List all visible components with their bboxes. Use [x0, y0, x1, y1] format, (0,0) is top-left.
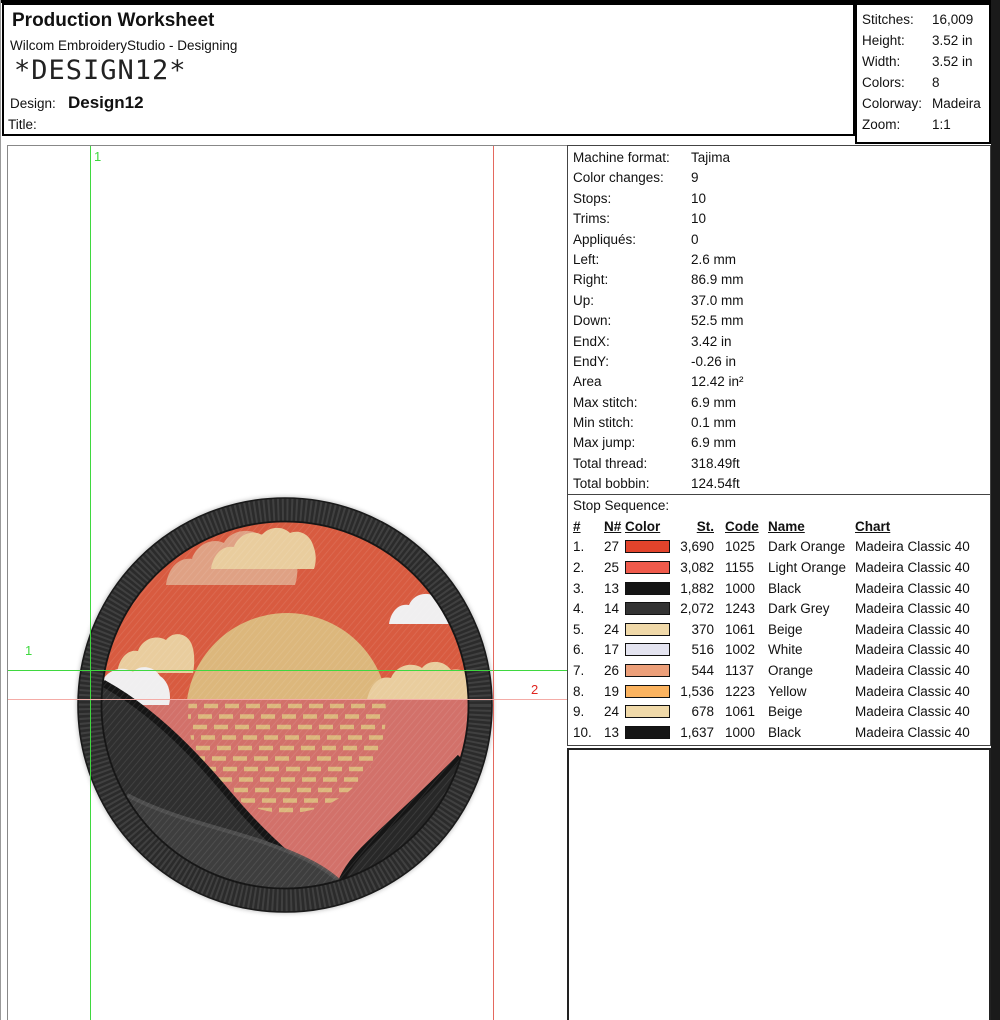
color-swatch	[625, 560, 670, 574]
header: Production Worksheet Wilcom EmbroiderySt…	[2, 3, 855, 136]
table-row: 8. 19 1,536 1223 Yellow Madeira Classic 40	[573, 683, 970, 699]
page-top-border	[0, 0, 1000, 3]
color-swatch	[625, 540, 670, 554]
detail-stops: Stops: 10	[573, 190, 707, 206]
stat-colorway: Colorway: Madeira	[862, 96, 981, 111]
color-swatch	[625, 684, 670, 698]
detail-total-bobbin: Total bobbin: 124.54ft	[573, 476, 740, 492]
stat-colors: Colors: 8	[862, 75, 940, 90]
color-swatch	[625, 725, 670, 739]
stat-stitches: Stitches: 16,009	[862, 12, 974, 27]
detail-down: Down: 52.5 mm	[573, 313, 744, 329]
stat-height: Height: 3.52 in	[862, 33, 973, 48]
patch-ring-inner-edge	[100, 520, 470, 890]
detail-max-stitch: Max stitch: 6.9 mm	[573, 394, 737, 410]
color-swatch	[625, 705, 670, 719]
detail-endx: EndX: 3.42 in	[573, 333, 732, 349]
color-swatch	[625, 643, 670, 657]
table-row: 2. 25 3,082 1155 Light Orange Madeira Classic…	[573, 559, 970, 575]
table-row: 6. 17 516 1002 White Madeira Classic 40	[573, 642, 970, 658]
detail-max-jump: Max jump: 6.9 mm	[573, 435, 737, 451]
detail-left: Left: 2.6 mm	[573, 251, 737, 267]
stop-sequence-table: # N# Color St. Code Name Chart 1. 27 3,690…	[568, 516, 990, 743]
table-row: 9. 24 678 1061 Beige Madeira Classic 40	[573, 704, 970, 720]
detail-appliques: Appliqués: 0	[573, 231, 699, 247]
guide-horizontal-red[interactable]	[8, 699, 567, 700]
guide-vertical-red[interactable]	[493, 146, 494, 1020]
table-row: 3. 13 1,882 1000 Black Madeira Classic 40	[573, 580, 970, 596]
table-row: 7. 26 544 1137 Orange Madeira Classic 40	[573, 662, 970, 678]
page-title: Production Worksheet	[12, 10, 215, 31]
design-code: *DESIGN12*	[14, 55, 187, 86]
table-row: 5. 24 370 1061 Beige Madeira Classic 40	[573, 621, 970, 637]
detail-total-thread: Total thread: 318.49ft	[573, 455, 740, 471]
table-row: 4. 14 2,072 1243 Dark Grey Madeira Classic 40	[573, 601, 970, 617]
guide-label-1-top: 1	[94, 149, 102, 164]
title-field-label: Title:	[8, 117, 37, 132]
color-swatch	[625, 602, 670, 616]
table-row: 1. 27 3,690 1025 Dark Orange Madeira Classic …	[573, 539, 970, 555]
color-swatch	[625, 581, 670, 595]
guide-label-1-left: 1	[25, 643, 33, 658]
design-canvas[interactable]: 1 1 2	[7, 145, 567, 1020]
stop-sequence-title: Stop Sequence:	[573, 498, 670, 513]
stop-sequence-panel: Stop Sequence: # N# Color St. Code Name …	[567, 494, 991, 746]
color-swatch	[625, 663, 670, 677]
color-swatch	[625, 622, 670, 636]
detail-trims: Trims: 10	[573, 211, 707, 227]
page-left-border	[0, 0, 1, 1020]
stitch-texture	[102, 522, 468, 888]
page-right-border	[991, 0, 1000, 1020]
guide-vertical-green[interactable]	[90, 146, 91, 1020]
guide-label-2: 2	[531, 682, 539, 697]
detail-min-stitch: Min stitch: 0.1 mm	[573, 415, 737, 431]
detail-right: Right: 86.9 mm	[573, 272, 744, 288]
app-subtitle: Wilcom EmbroideryStudio - Designing	[10, 38, 238, 53]
detail-machine-format: Machine format: Tajima	[573, 150, 731, 165]
detail-color-changes: Color changes: 9	[573, 170, 699, 186]
table-header-row: # N# Color St. Code Name Chart	[573, 518, 891, 534]
table-row: 10. 13 1,637 1000 Black Madeira Classic 40	[573, 724, 970, 740]
guide-horizontal-green[interactable]	[8, 670, 567, 671]
notes-area	[567, 748, 991, 1020]
embroidery-patch-preview	[76, 496, 494, 914]
detail-endy: EndY: -0.26 in	[573, 353, 737, 369]
design-details-panel: Machine format: Tajima Color changes: 9 St…	[567, 145, 991, 495]
design-name: Design12	[68, 93, 144, 112]
patch-ring-outer-edge	[77, 497, 493, 913]
detail-area: Area 12.42 in²	[573, 374, 744, 390]
stat-zoom: Zoom: 1:1	[862, 117, 951, 132]
stat-width: Width: 3.52 in	[862, 54, 973, 69]
detail-up: Up: 37.0 mm	[573, 292, 744, 308]
design-field-label: Design:	[10, 96, 56, 111]
summary-stats-box: Stitches: 16,009 Height: 3.52 in Width: 3.5…	[855, 3, 991, 144]
